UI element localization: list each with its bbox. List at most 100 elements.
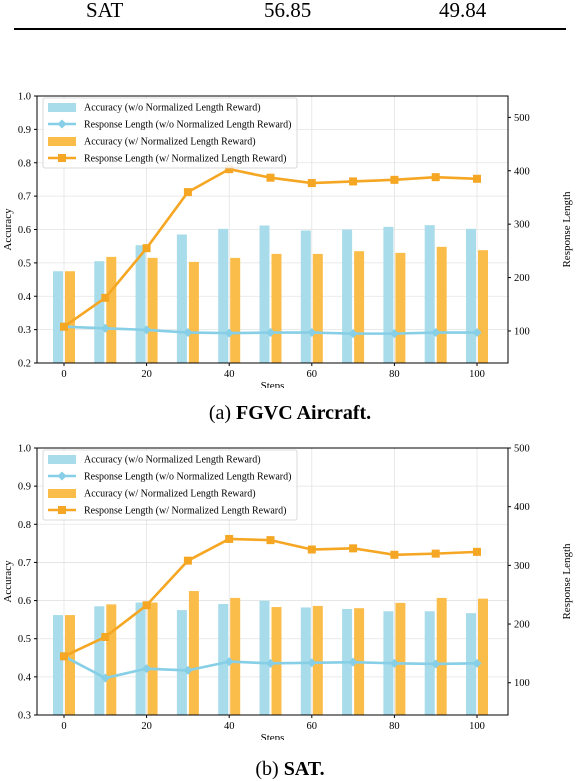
b-legend-label-1: Response Length (w/o Normalized Length R… <box>84 472 291 483</box>
a-y2tick-label-4: 500 <box>514 113 530 124</box>
a-bar-with-5 <box>271 253 282 363</box>
caption-prefix: (b) <box>255 758 284 780</box>
a-bar-without-5 <box>259 225 270 363</box>
a-ytick-label-7: 0.9 <box>18 125 31 136</box>
b-point-without-3 <box>183 665 193 675</box>
a-legend-swatch-2 <box>48 137 76 146</box>
a-point-with-10 <box>473 174 481 183</box>
a-y2tick-label-3: 400 <box>514 166 530 177</box>
caption-bold: FGVC Aircraft. <box>236 402 372 424</box>
b-plot-frame <box>36 447 509 716</box>
a-bar-with-9 <box>436 246 447 363</box>
b-point-without-1 <box>100 673 110 683</box>
b-legend-swatch-0 <box>48 455 76 464</box>
b-legend-marker-3 <box>58 506 66 514</box>
a-bar-with-0 <box>65 271 75 363</box>
a-bar-with-8 <box>395 252 406 363</box>
b-y2tick-label-3: 400 <box>514 502 530 513</box>
a-bar-without-10 <box>466 228 476 363</box>
a-bar-with-4 <box>230 257 241 363</box>
b-point-without-8 <box>389 658 399 668</box>
b-bar-with-8 <box>395 602 406 715</box>
table-bottom-rule <box>14 28 566 30</box>
b-xtick-label-3: 60 <box>307 721 318 732</box>
a-xtick-label-3: 60 <box>307 369 318 380</box>
b-point-without-5 <box>266 658 275 668</box>
caption-prefix: (a) <box>208 402 237 424</box>
b-point-with-7 <box>349 544 358 553</box>
b-point-with-1 <box>101 632 110 641</box>
a-bar-without-4 <box>218 228 229 363</box>
b-legend-label-2: Accuracy (w/ Normalized Length Reward) <box>84 489 256 500</box>
a-legend-label-0: Accuracy (w/o Normalized Length Reward) <box>84 103 261 114</box>
a-point-with-4 <box>225 165 234 174</box>
b-ytick-label-5: 0.8 <box>18 520 31 531</box>
b-ytick-label-3: 0.6 <box>18 596 31 607</box>
a-bar-without-0 <box>53 271 63 363</box>
a-ytick-label-0: 0.2 <box>18 359 31 370</box>
b-bar-with-10 <box>478 598 488 715</box>
a-point-with-2 <box>142 244 151 253</box>
a-bar-without-1 <box>94 261 105 363</box>
b-bar-without-0 <box>53 615 63 715</box>
a-point-without-3 <box>183 328 193 338</box>
b-point-with-10 <box>473 547 481 556</box>
caption-bold: SAT. <box>283 758 325 780</box>
b-point-with-9 <box>431 549 440 558</box>
b-point-without-6 <box>307 658 317 668</box>
b-y2-axis-label: Response Length <box>561 543 573 620</box>
caption-fgvc-aircraft: (a) FGVC Aircraft. <box>0 402 580 425</box>
b-ytick-label-4: 0.7 <box>18 558 31 569</box>
a-point-without-1 <box>100 323 110 333</box>
b-point-with-8 <box>390 550 399 559</box>
a-bar-without-7 <box>342 229 353 363</box>
b-xtick-label-2: 40 <box>224 721 235 732</box>
b-bar-with-3 <box>188 591 199 715</box>
a-point-without-6 <box>307 328 317 338</box>
b-xtick-label-4: 80 <box>389 721 400 732</box>
a-xtick-label-1: 20 <box>141 369 152 380</box>
a-bar-with-2 <box>147 257 158 363</box>
a-point-without-4 <box>224 328 234 338</box>
a-y-axis-label: Accuracy <box>2 208 14 251</box>
a-bar-without-9 <box>424 225 435 363</box>
b-y2tick-label-0: 100 <box>514 678 530 689</box>
a-point-with-5 <box>266 173 275 182</box>
b-bar-without-4 <box>218 604 229 715</box>
b-bar-without-6 <box>300 607 311 715</box>
b-legend-marker-1 <box>57 471 67 481</box>
a-point-without-5 <box>266 328 275 338</box>
a-legend-marker-3 <box>58 154 66 162</box>
b-bar-with-1 <box>106 604 117 715</box>
b-y-axis-label: Accuracy <box>2 560 14 603</box>
a-point-without-2 <box>142 325 152 335</box>
a-legend-label-3: Response Length (w/ Normalized Length Re… <box>84 154 286 165</box>
a-point-with-9 <box>431 173 440 182</box>
b-bar-without-3 <box>176 610 187 715</box>
a-bar-with-6 <box>312 253 323 363</box>
b-point-without-2 <box>142 664 152 674</box>
caption-sat: (b) SAT. <box>0 758 580 781</box>
b-xtick-label-5: 100 <box>469 721 485 732</box>
b-point-without-9 <box>431 659 441 669</box>
a-legend: Accuracy (w/o Normalized Length Reward) R… <box>42 97 298 169</box>
table-row-value-2: 49.84 <box>439 0 487 22</box>
b-point-without-7 <box>348 657 358 667</box>
a-ytick-label-4: 0.6 <box>18 225 31 236</box>
a-legend-label-2: Accuracy (w/ Normalized Length Reward) <box>84 137 256 148</box>
a-ytick-label-1: 0.3 <box>18 325 31 336</box>
a-ytick-label-6: 0.8 <box>18 158 31 169</box>
a-ytick-label-8: 1.0 <box>18 92 31 103</box>
b-point-with-4 <box>225 534 234 543</box>
b-legend-box <box>42 449 298 521</box>
b-legend-swatch-2 <box>48 489 76 498</box>
b-bar-with-6 <box>312 605 323 715</box>
b-y2tick-label-4: 500 <box>514 444 530 455</box>
a-bar-without-3 <box>176 234 187 363</box>
a-bar-without-6 <box>300 230 311 363</box>
table-row-label: SAT <box>86 0 124 22</box>
b-bar-without-2 <box>135 602 146 715</box>
a-bar-without-2 <box>135 245 146 363</box>
a-line-with <box>63 167 478 328</box>
a-point-with-1 <box>101 293 110 302</box>
